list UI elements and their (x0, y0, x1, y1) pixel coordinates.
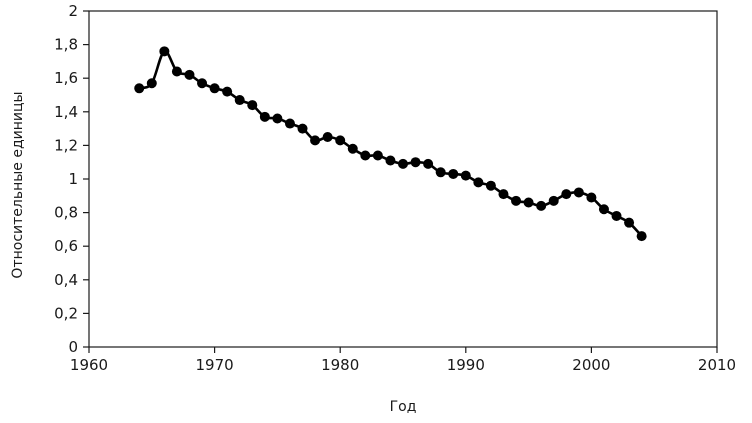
data-point (598, 204, 609, 215)
y-tick-label: 0,2 (54, 304, 78, 322)
y-tick-label: 0,8 (54, 204, 78, 222)
y-axis-title: Относительные единицы (10, 91, 26, 278)
data-point (624, 217, 635, 228)
x-tick-label: 1960 (70, 356, 108, 374)
data-point (485, 180, 496, 191)
series-line (137, 50, 643, 238)
series-layer (134, 46, 647, 242)
data-point (360, 150, 371, 161)
data-point (561, 189, 572, 200)
data-point (473, 177, 484, 188)
data-point (435, 167, 446, 178)
data-point (247, 100, 258, 111)
data-point (511, 195, 522, 206)
data-point (222, 86, 233, 97)
y-tick-label: 1,2 (54, 136, 78, 154)
data-point (460, 170, 471, 181)
data-point (347, 143, 358, 154)
data-point (184, 69, 195, 80)
data-point (272, 113, 283, 124)
data-point (234, 95, 245, 106)
y-axis: 0 0,2 0,4 0,6 0,8 1 1,2 1,4 1,6 1,8 2 (54, 2, 89, 356)
data-point (423, 158, 434, 169)
x-tick-label: 1980 (321, 356, 359, 374)
data-point (209, 83, 220, 94)
data-point (611, 210, 622, 221)
data-point (322, 132, 333, 142)
x-tick-label: 2000 (572, 356, 610, 374)
data-point (297, 123, 308, 134)
data-point (171, 66, 182, 77)
data-point (385, 155, 396, 166)
data-point (523, 197, 534, 208)
data-point (284, 118, 295, 129)
x-tick-label: 1970 (196, 356, 234, 374)
y-tick-label: 1,4 (54, 103, 78, 121)
data-point (134, 83, 145, 94)
y-tick-label: 1,8 (54, 36, 78, 54)
data-point (573, 187, 584, 198)
data-point (335, 135, 346, 146)
y-tick-label: 1 (68, 170, 78, 188)
y-tick-label: 0,6 (54, 237, 78, 255)
data-point (259, 111, 270, 122)
data-point (448, 168, 459, 179)
y-tick-label: 1,6 (54, 69, 78, 87)
x-axis: 1960 1970 1980 1990 2000 2010 (70, 347, 736, 374)
data-point (498, 189, 509, 200)
data-point (410, 157, 421, 168)
data-point (536, 200, 547, 211)
plot-frame (88, 10, 718, 348)
y-tick-label: 0,4 (54, 271, 78, 289)
y-tick-label: 2 (68, 2, 78, 20)
data-point (636, 231, 647, 242)
data-point (197, 78, 208, 89)
x-tick-label: 2010 (698, 356, 736, 374)
data-point (310, 135, 321, 146)
data-point (548, 195, 559, 206)
x-tick-label: 1990 (447, 356, 485, 374)
data-point (146, 78, 157, 89)
y-tick-label: 0 (68, 338, 78, 356)
x-axis-title: Год (390, 399, 417, 415)
data-point (398, 158, 408, 169)
data-point (586, 192, 597, 203)
data-point (372, 150, 383, 161)
data-point (159, 46, 170, 57)
